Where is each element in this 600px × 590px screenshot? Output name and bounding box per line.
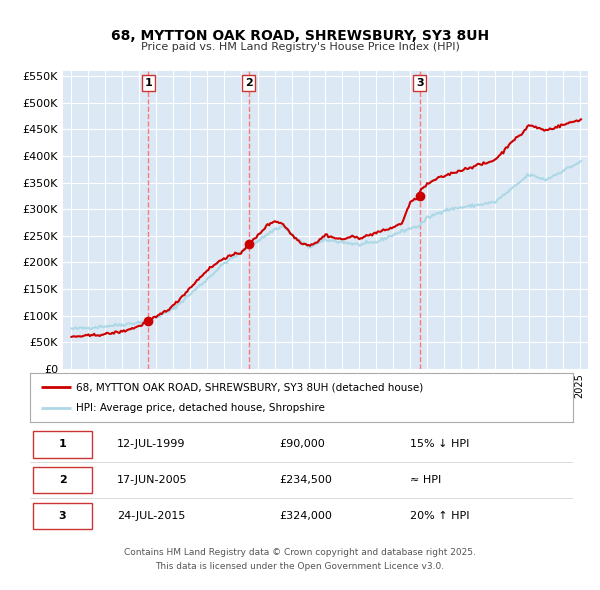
Text: 68, MYTTON OAK ROAD, SHREWSBURY, SY3 8UH (detached house): 68, MYTTON OAK ROAD, SHREWSBURY, SY3 8UH… bbox=[76, 382, 424, 392]
Text: 2: 2 bbox=[59, 476, 67, 485]
Text: £324,000: £324,000 bbox=[280, 511, 332, 521]
Text: £90,000: £90,000 bbox=[280, 440, 326, 450]
Text: 1: 1 bbox=[59, 440, 67, 450]
Text: HPI: Average price, detached house, Shropshire: HPI: Average price, detached house, Shro… bbox=[76, 404, 325, 414]
Text: 12-JUL-1999: 12-JUL-1999 bbox=[117, 440, 185, 450]
Text: 24-JUL-2015: 24-JUL-2015 bbox=[117, 511, 185, 521]
Text: 3: 3 bbox=[416, 78, 424, 88]
Text: Price paid vs. HM Land Registry's House Price Index (HPI): Price paid vs. HM Land Registry's House … bbox=[140, 42, 460, 53]
Text: ≈ HPI: ≈ HPI bbox=[410, 476, 442, 485]
Text: This data is licensed under the Open Government Licence v3.0.: This data is licensed under the Open Gov… bbox=[155, 562, 445, 571]
Text: £234,500: £234,500 bbox=[280, 476, 332, 485]
Text: 2: 2 bbox=[245, 78, 253, 88]
Text: 17-JUN-2005: 17-JUN-2005 bbox=[117, 476, 188, 485]
Text: 3: 3 bbox=[59, 511, 67, 521]
Text: 1: 1 bbox=[145, 78, 152, 88]
FancyBboxPatch shape bbox=[33, 467, 92, 493]
Text: 68, MYTTON OAK ROAD, SHREWSBURY, SY3 8UH: 68, MYTTON OAK ROAD, SHREWSBURY, SY3 8UH bbox=[111, 30, 489, 44]
Text: 20% ↑ HPI: 20% ↑ HPI bbox=[410, 511, 470, 521]
FancyBboxPatch shape bbox=[33, 431, 92, 457]
Text: Contains HM Land Registry data © Crown copyright and database right 2025.: Contains HM Land Registry data © Crown c… bbox=[124, 548, 476, 556]
Text: 15% ↓ HPI: 15% ↓ HPI bbox=[410, 440, 469, 450]
FancyBboxPatch shape bbox=[33, 503, 92, 529]
